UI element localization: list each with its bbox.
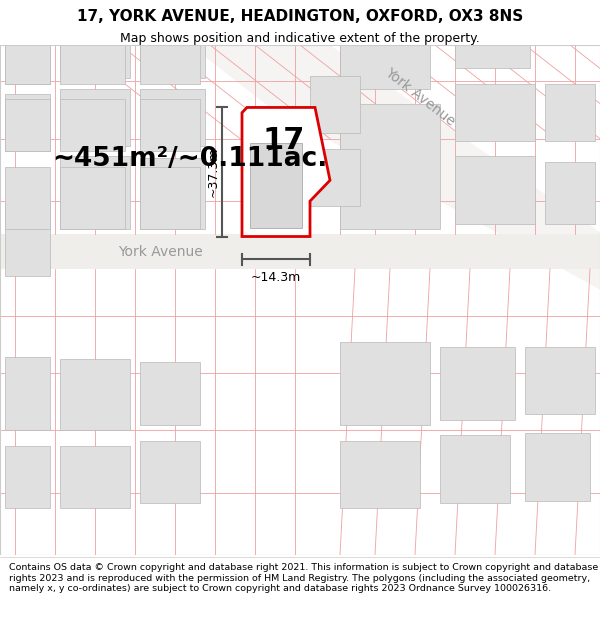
Text: York Avenue: York Avenue xyxy=(382,66,458,129)
Bar xyxy=(60,26,125,84)
Bar xyxy=(545,84,595,141)
Bar xyxy=(455,84,535,141)
Bar xyxy=(5,167,50,229)
Bar xyxy=(525,433,590,501)
Bar xyxy=(340,6,430,89)
Bar xyxy=(250,143,302,228)
Bar xyxy=(5,94,50,151)
Text: 17, YORK AVENUE, HEADINGTON, OXFORD, OX3 8NS: 17, YORK AVENUE, HEADINGTON, OXFORD, OX3… xyxy=(77,9,523,24)
Bar xyxy=(440,347,515,420)
Polygon shape xyxy=(242,107,330,236)
Text: York Avenue: York Avenue xyxy=(118,244,202,259)
Bar xyxy=(60,167,125,229)
Bar xyxy=(140,18,205,78)
Text: Map shows position and indicative extent of the property.: Map shows position and indicative extent… xyxy=(120,32,480,46)
Bar xyxy=(60,16,130,78)
Bar xyxy=(545,162,595,224)
Text: Contains OS data © Crown copyright and database right 2021. This information is : Contains OS data © Crown copyright and d… xyxy=(9,563,598,593)
Bar xyxy=(455,6,530,68)
Bar xyxy=(340,342,430,425)
Bar xyxy=(310,76,360,134)
Bar xyxy=(140,167,200,229)
Bar xyxy=(60,156,130,229)
Bar xyxy=(5,99,50,151)
Bar xyxy=(5,446,50,508)
Bar xyxy=(140,89,205,146)
Bar xyxy=(440,435,510,503)
Bar xyxy=(140,159,205,229)
Bar xyxy=(140,441,200,503)
Bar xyxy=(5,357,50,430)
Polygon shape xyxy=(190,45,600,289)
Bar xyxy=(525,347,595,414)
Bar xyxy=(310,149,360,206)
Bar xyxy=(5,203,50,276)
Bar xyxy=(60,99,125,151)
Text: ~14.3m: ~14.3m xyxy=(251,271,301,284)
Text: ~37.3m: ~37.3m xyxy=(206,147,220,197)
Text: 17: 17 xyxy=(263,126,305,155)
Bar xyxy=(0,234,600,269)
Bar xyxy=(340,104,440,229)
Bar xyxy=(140,362,200,425)
Bar xyxy=(140,26,200,84)
Bar xyxy=(455,156,535,224)
Bar xyxy=(60,359,130,430)
Text: ~451m²/~0.111ac.: ~451m²/~0.111ac. xyxy=(52,146,328,172)
Bar xyxy=(5,21,50,84)
Bar xyxy=(5,26,50,84)
Bar xyxy=(60,89,130,146)
Bar xyxy=(340,441,420,508)
Bar xyxy=(140,99,200,151)
Bar xyxy=(60,446,130,508)
